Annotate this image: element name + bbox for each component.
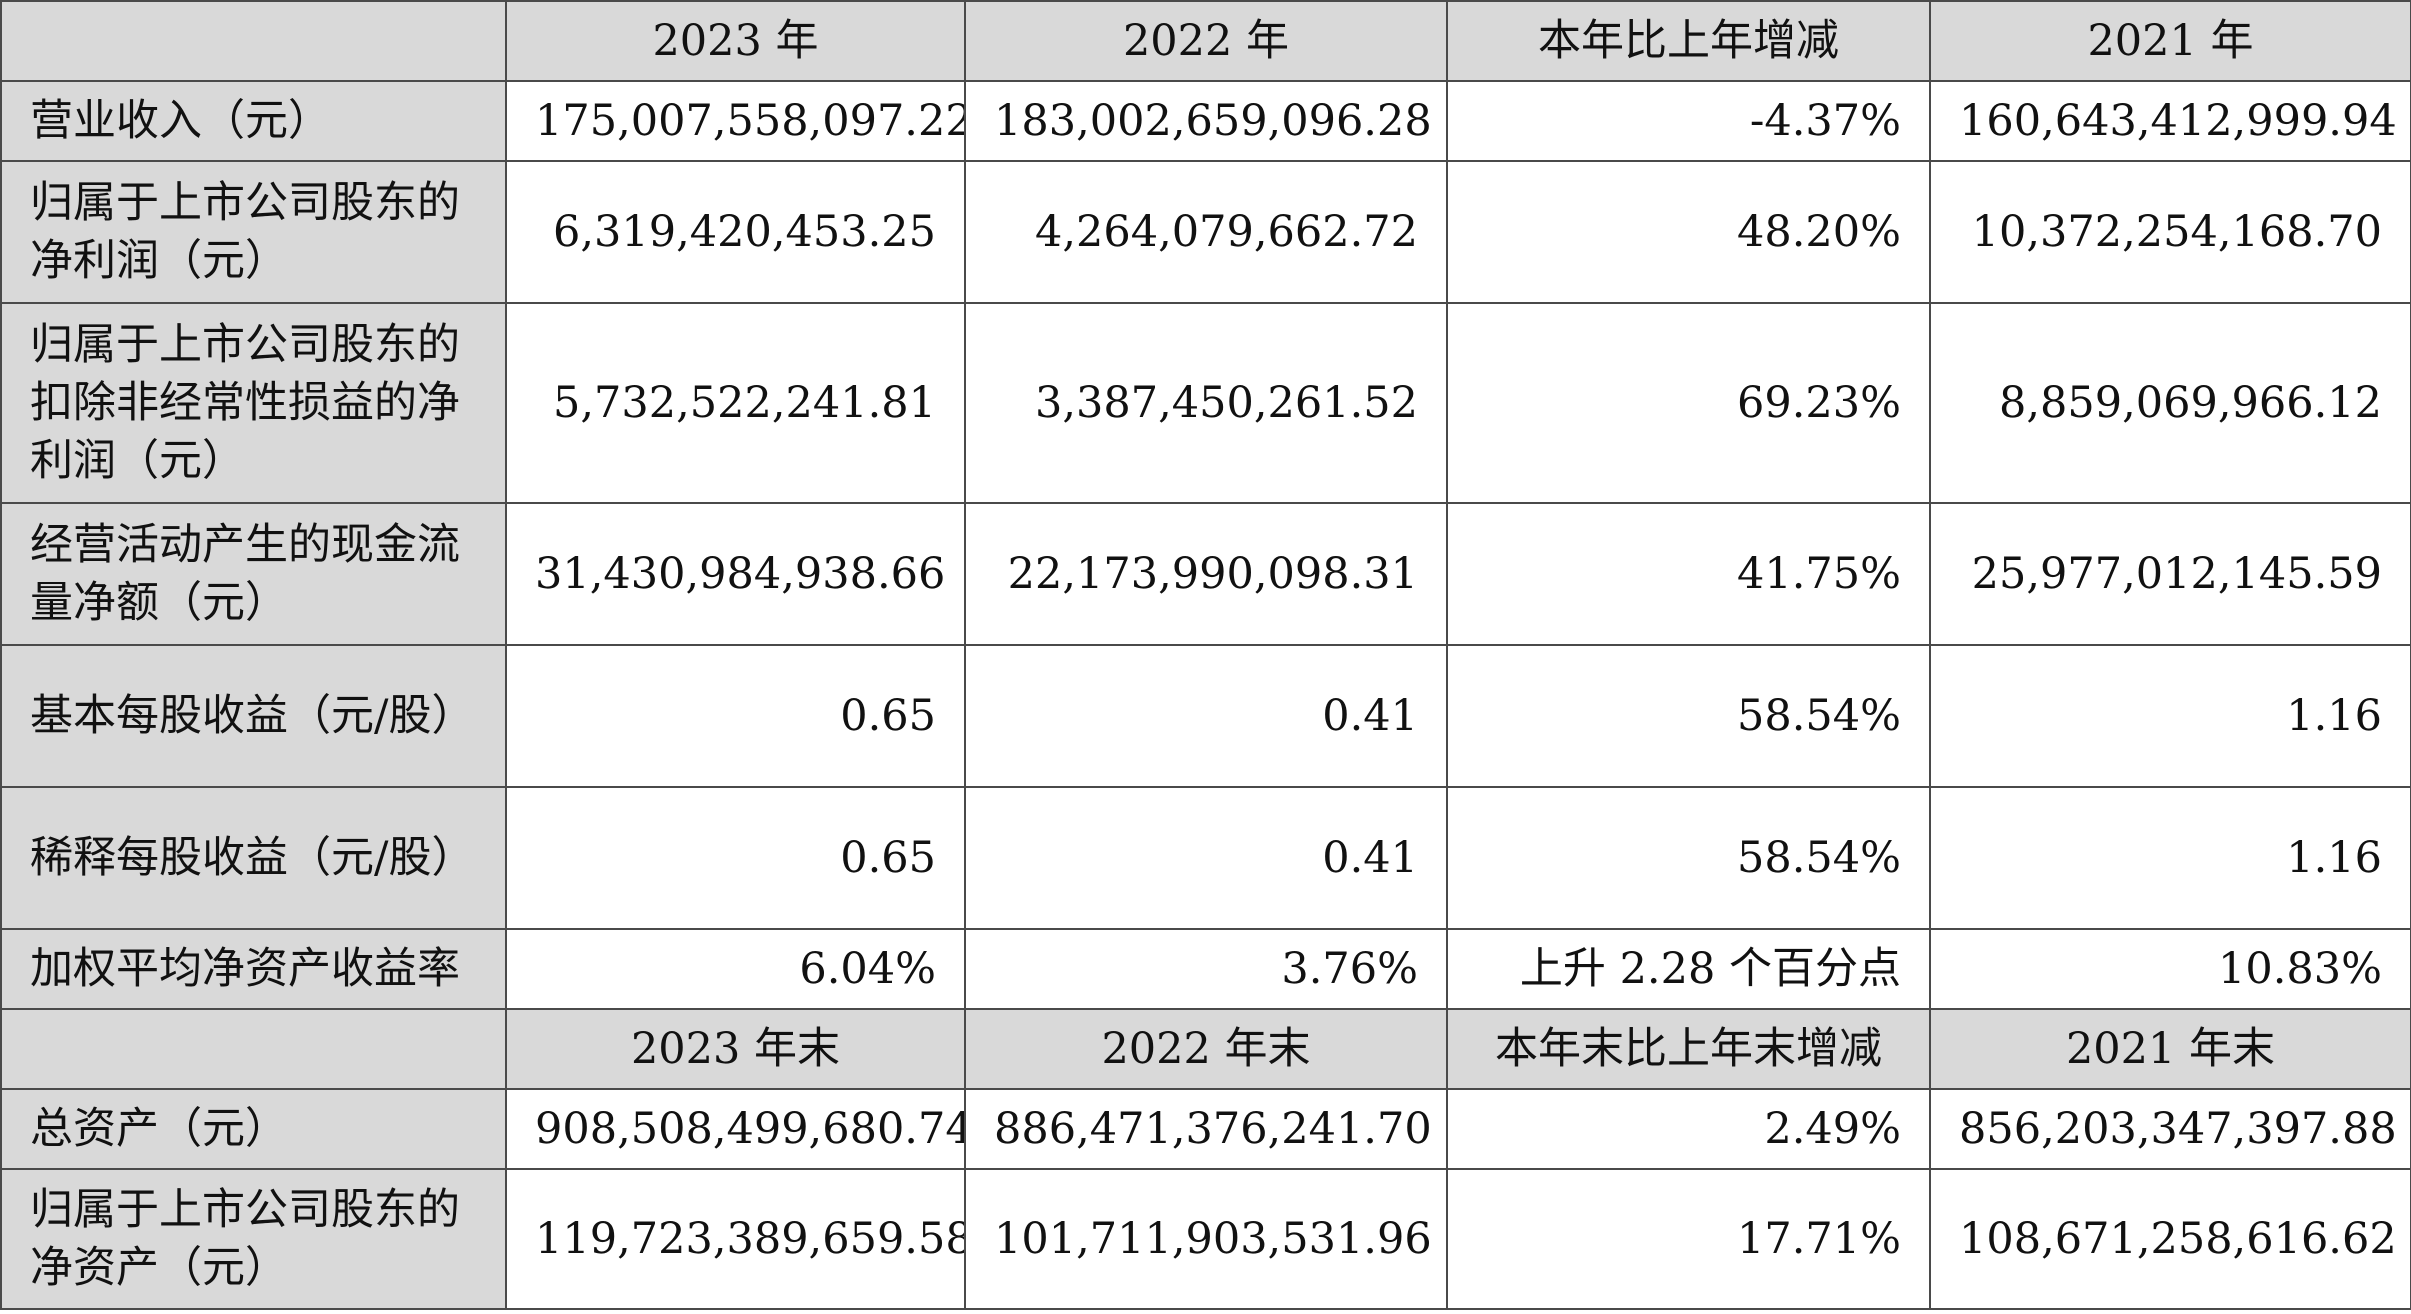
value-2022: 183,002,659,096.28 xyxy=(964,80,1448,162)
value-2023: 6,319,420,453.25 xyxy=(505,160,966,304)
value-2021: 1.16 xyxy=(1929,644,2411,788)
value-change: 48.20% xyxy=(1446,160,1931,304)
value-2021: 1.16 xyxy=(1929,786,2411,930)
table-row: 归属于上市公司股东的净利润（元） 6,319,420,453.25 4,264,… xyxy=(0,160,2411,304)
value-change: -4.37% xyxy=(1446,80,1931,162)
value-2022: 0.41 xyxy=(964,644,1448,788)
value-2022: 101,711,903,531.96 xyxy=(964,1168,1448,1310)
header-cell-2022: 2022 年 xyxy=(964,0,1448,82)
header-cell-2023: 2023 年 xyxy=(505,0,966,82)
table-header-row: 2023 年 2022 年 本年比上年增减 2021 年 xyxy=(0,0,2411,82)
value-2022: 886,471,376,241.70 xyxy=(964,1088,1448,1170)
value-2023: 175,007,558,097.22 xyxy=(505,80,966,162)
header-cell-blank xyxy=(0,0,507,82)
value-2023: 0.65 xyxy=(505,644,966,788)
value-change: 2.49% xyxy=(1446,1088,1931,1170)
table-row: 营业收入（元） 175,007,558,097.22 183,002,659,0… xyxy=(0,80,2411,162)
table-row: 经营活动产生的现金流量净额（元） 31,430,984,938.66 22,17… xyxy=(0,502,2411,646)
table-row: 归属于上市公司股东的净资产（元） 119,723,389,659.58 101,… xyxy=(0,1168,2411,1310)
table-row: 基本每股收益（元/股） 0.65 0.41 58.54% 1.16 xyxy=(0,644,2411,788)
value-2022: 3.76% xyxy=(964,928,1448,1010)
header-cell-2021: 2021 年 xyxy=(1929,0,2411,82)
value-2023: 0.65 xyxy=(505,786,966,930)
table-subheader-row: 2023 年末 2022 年末 本年末比上年末增减 2021 年末 xyxy=(0,1008,2411,1090)
row-label: 归属于上市公司股东的扣除非经常性损益的净利润（元） xyxy=(0,302,507,504)
row-label: 归属于上市公司股东的净利润（元） xyxy=(0,160,507,304)
header-cell-change: 本年比上年增减 xyxy=(1446,0,1931,82)
row-label: 经营活动产生的现金流量净额（元） xyxy=(0,502,507,646)
value-2021: 160,643,412,999.94 xyxy=(1929,80,2411,162)
value-2022: 3,387,450,261.52 xyxy=(964,302,1448,504)
row-label: 加权平均净资产收益率 xyxy=(0,928,507,1010)
subheader-cell-blank xyxy=(0,1008,507,1090)
value-change: 上升 2.28 个百分点 xyxy=(1446,928,1931,1010)
table-row: 稀释每股收益（元/股） 0.65 0.41 58.54% 1.16 xyxy=(0,786,2411,930)
table-row: 加权平均净资产收益率 6.04% 3.76% 上升 2.28 个百分点 10.8… xyxy=(0,928,2411,1010)
value-2023: 119,723,389,659.58 xyxy=(505,1168,966,1310)
value-change: 58.54% xyxy=(1446,786,1931,930)
value-2023: 6.04% xyxy=(505,928,966,1010)
value-2022: 22,173,990,098.31 xyxy=(964,502,1448,646)
table-row: 归属于上市公司股东的扣除非经常性损益的净利润（元） 5,732,522,241.… xyxy=(0,302,2411,504)
row-label: 基本每股收益（元/股） xyxy=(0,644,507,788)
row-label: 归属于上市公司股东的净资产（元） xyxy=(0,1168,507,1310)
value-2021: 25,977,012,145.59 xyxy=(1929,502,2411,646)
value-change: 58.54% xyxy=(1446,644,1931,788)
value-2023: 31,430,984,938.66 xyxy=(505,502,966,646)
subheader-cell-2023-end: 2023 年末 xyxy=(505,1008,966,1090)
row-label: 稀释每股收益（元/股） xyxy=(0,786,507,930)
value-2021: 10.83% xyxy=(1929,928,2411,1010)
subheader-cell-change: 本年末比上年末增减 xyxy=(1446,1008,1931,1090)
value-change: 41.75% xyxy=(1446,502,1931,646)
value-2023: 908,508,499,680.74 xyxy=(505,1088,966,1170)
table-row: 总资产（元） 908,508,499,680.74 886,471,376,24… xyxy=(0,1088,2411,1170)
subheader-cell-2021-end: 2021 年末 xyxy=(1929,1008,2411,1090)
value-change: 69.23% xyxy=(1446,302,1931,504)
row-label: 营业收入（元） xyxy=(0,80,507,162)
row-label: 总资产（元） xyxy=(0,1088,507,1170)
value-2021: 108,671,258,616.62 xyxy=(1929,1168,2411,1310)
value-2022: 4,264,079,662.72 xyxy=(964,160,1448,304)
value-2022: 0.41 xyxy=(964,786,1448,930)
value-2021: 856,203,347,397.88 xyxy=(1929,1088,2411,1170)
value-2021: 10,372,254,168.70 xyxy=(1929,160,2411,304)
value-2021: 8,859,069,966.12 xyxy=(1929,302,2411,504)
value-2023: 5,732,522,241.81 xyxy=(505,302,966,504)
value-change: 17.71% xyxy=(1446,1168,1931,1310)
subheader-cell-2022-end: 2022 年末 xyxy=(964,1008,1448,1090)
